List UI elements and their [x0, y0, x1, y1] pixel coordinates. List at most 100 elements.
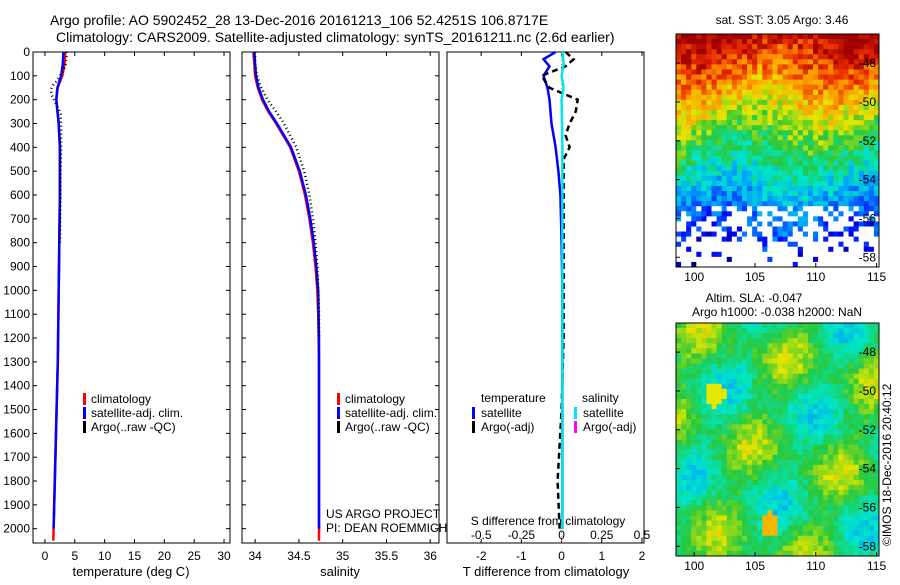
map-cell	[696, 125, 702, 131]
credit-line2: PI: DEAN ROEMMICH	[326, 521, 447, 535]
map-cell	[772, 165, 778, 172]
map-cell	[681, 115, 687, 121]
map-cell	[807, 99, 814, 106]
map-cell	[792, 510, 799, 516]
map-cell	[772, 115, 778, 121]
map-cell	[853, 378, 860, 385]
map-cell	[838, 120, 844, 126]
map-cell	[787, 135, 794, 141]
map-cell	[828, 429, 834, 435]
map-cell	[813, 495, 819, 501]
map-cell	[843, 363, 850, 370]
map-cell	[767, 99, 773, 106]
map-cell	[843, 216, 850, 222]
map-cell	[711, 464, 718, 471]
map-cell	[767, 180, 773, 187]
map-cell	[701, 175, 707, 182]
map-cell	[752, 115, 758, 121]
map-cell	[823, 165, 829, 172]
map-cell	[777, 545, 784, 552]
map-cell	[843, 180, 850, 187]
map-cell	[843, 414, 850, 420]
map-cell	[681, 454, 687, 461]
map-cell	[721, 353, 728, 359]
sla-map-title1: Altim. SLA: -0.047	[706, 291, 803, 305]
map-cell	[676, 520, 682, 527]
map-cell	[721, 241, 728, 248]
header-line2: Climatology: CARS2009. Satellite-adjuste…	[56, 29, 614, 45]
map-cell	[757, 226, 763, 233]
map-cell	[752, 459, 758, 466]
map-cell	[777, 333, 784, 339]
map-cell	[848, 221, 855, 227]
map-cell	[752, 34, 758, 40]
map-cell	[858, 185, 865, 192]
map-cell	[772, 49, 778, 55]
map-cell	[863, 226, 870, 233]
map-cell	[833, 469, 839, 476]
map-cell	[676, 115, 682, 121]
map-cell	[747, 216, 753, 222]
map-cell	[762, 185, 768, 192]
map-cell	[681, 434, 687, 440]
map-cell	[802, 550, 809, 557]
map-cell	[853, 419, 860, 425]
map-cell	[873, 388, 880, 395]
map-cell	[757, 388, 763, 395]
map-cell	[853, 216, 860, 222]
map-cell	[701, 434, 707, 440]
map-cell	[823, 99, 829, 106]
map-cell	[787, 64, 794, 70]
map-cell	[726, 439, 733, 446]
map-cell	[701, 520, 707, 527]
map-cell	[676, 525, 682, 532]
map-cell	[787, 449, 794, 456]
map-cell	[701, 490, 707, 496]
map-cell	[741, 338, 748, 344]
map-cell	[731, 236, 738, 243]
map-cell	[782, 39, 789, 45]
map-cell	[681, 469, 687, 476]
map-cell	[731, 525, 738, 532]
map-cell	[833, 545, 839, 552]
map-cell	[696, 175, 702, 182]
map-cell	[777, 515, 784, 522]
map-cell	[701, 530, 707, 537]
map-cell	[782, 323, 789, 329]
map-cell	[747, 490, 753, 496]
map-cell	[757, 328, 763, 334]
map-cell	[863, 34, 870, 40]
map-cell	[767, 39, 773, 45]
map-cell	[782, 115, 789, 121]
map-cell	[848, 251, 855, 258]
map-cell	[823, 120, 829, 126]
map-cell	[868, 170, 875, 177]
map-cell	[792, 495, 799, 501]
map-cell	[686, 130, 692, 136]
map-cell	[818, 226, 824, 233]
map-cell	[807, 191, 814, 197]
map-cell	[863, 343, 870, 349]
map-cell	[731, 191, 738, 197]
map-cell	[777, 530, 784, 537]
map-cell	[868, 495, 875, 501]
map-cell	[716, 530, 723, 537]
map-cell	[721, 393, 728, 400]
map-cell	[726, 464, 733, 471]
map-cell	[741, 485, 748, 491]
map-cell	[681, 328, 687, 334]
map-cell	[873, 383, 880, 390]
map-cell	[813, 201, 819, 207]
map-cell	[711, 510, 718, 516]
map-cell	[711, 99, 718, 106]
map-cell	[853, 54, 860, 60]
map-cell	[797, 480, 804, 486]
map-cell	[752, 241, 758, 248]
map-cell	[823, 236, 829, 243]
map-cell	[797, 490, 804, 496]
map-cell	[762, 464, 768, 471]
map-cell	[676, 328, 682, 334]
map-cell	[802, 54, 809, 60]
map-cell	[792, 480, 799, 486]
map-cell	[721, 175, 728, 182]
